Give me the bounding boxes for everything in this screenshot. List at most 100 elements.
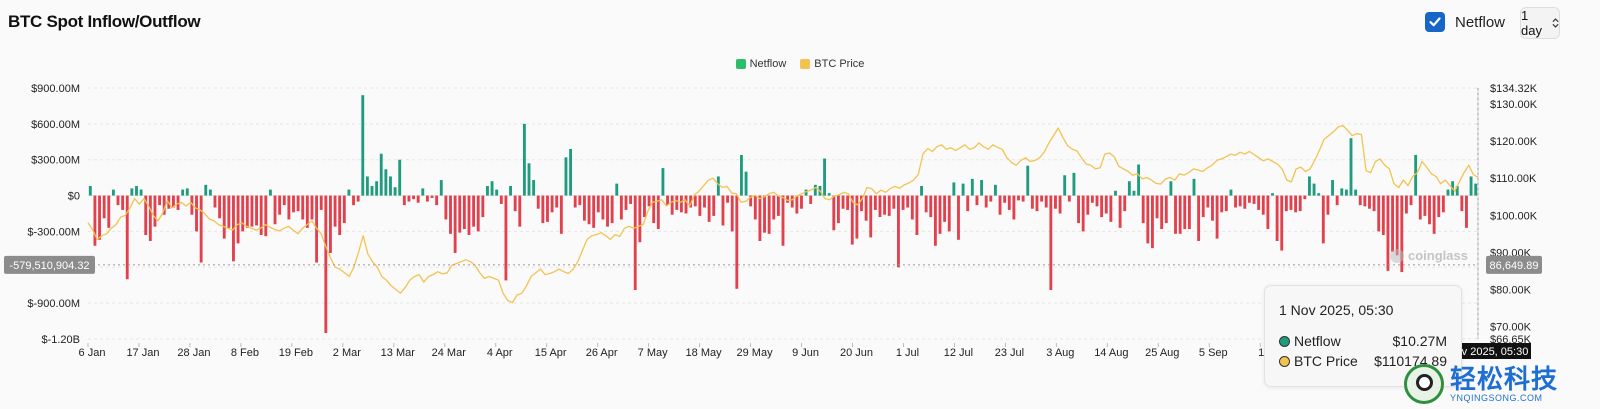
netflow-bar — [582, 195, 586, 221]
netflow-bar — [975, 195, 979, 206]
crosshair-date-label-bg — [1459, 343, 1531, 359]
netflow-bar — [389, 176, 392, 196]
netflow-bar — [527, 163, 531, 196]
netflow-bar — [1017, 195, 1020, 201]
coinglass-logo: coinglass — [1390, 248, 1468, 263]
netflow-bar — [1003, 195, 1007, 203]
netflow-bar — [144, 195, 148, 236]
netflow-bar — [333, 195, 337, 227]
netflow-bar — [938, 195, 942, 234]
netflow-bar — [869, 195, 873, 238]
netflow-bar — [518, 195, 522, 227]
legend-item-netflow[interactable]: Netflow — [735, 58, 787, 70]
netflow-bar — [1317, 193, 1321, 196]
netflow-bar — [684, 195, 688, 214]
netflow-bar — [546, 195, 549, 222]
netflow-toggle[interactable]: Netflow — [1425, 12, 1505, 32]
netflow-toggle-label: Netflow — [1455, 13, 1506, 31]
netflow-bar — [675, 195, 679, 210]
y-right-tick-label: $110.00K — [1490, 173, 1537, 185]
netflow-bar — [606, 195, 609, 227]
x-tick-label: 3 Aug — [1046, 347, 1074, 359]
netflow-bar — [772, 195, 776, 220]
netflow-bar — [490, 181, 494, 196]
netflow-bar — [1127, 181, 1131, 196]
netflow-bar — [296, 195, 300, 212]
x-tick-label: 1 Jul — [896, 347, 919, 359]
legend-item-btc-price[interactable]: BTC Price — [800, 58, 864, 70]
netflow-bar — [615, 183, 619, 196]
netflow-bar — [139, 189, 143, 196]
netflow-bar — [1469, 176, 1473, 196]
netflow-checkbox[interactable] — [1425, 12, 1445, 32]
netflow-bar — [476, 195, 480, 232]
x-tick-label: 20 Jun — [840, 347, 873, 359]
x-tick-label: 5 Sep — [1199, 347, 1228, 359]
netflow-bar — [721, 195, 725, 226]
netflow-bar — [1081, 195, 1085, 232]
netflow-bar — [555, 195, 559, 208]
netflow-bar — [1331, 180, 1334, 196]
netflow-bar — [1284, 195, 1288, 212]
netflow-bar — [910, 195, 914, 220]
netflow-bar — [573, 195, 577, 208]
netflow-bar — [832, 195, 836, 231]
netflow-bar — [287, 195, 291, 220]
netflow-bar — [148, 195, 152, 241]
netflow-bar — [125, 195, 129, 280]
netflow-bar — [347, 189, 351, 196]
netflow-bar — [278, 195, 282, 215]
netflow-bar — [1446, 189, 1450, 196]
netflow-bar — [1234, 195, 1237, 208]
x-tick-label: 13 Mar — [381, 347, 416, 359]
netflow-bar — [1040, 195, 1044, 202]
netflow-bar — [693, 195, 697, 207]
netflow-bar — [1238, 195, 1242, 207]
netflow-bar — [836, 195, 840, 224]
netflow-bar — [1164, 195, 1168, 224]
netflow-bar — [342, 195, 346, 224]
netflow-bar — [716, 176, 720, 196]
netflow-bar — [860, 195, 863, 212]
netflow-bar — [1123, 195, 1127, 212]
crosshair-right-label: 86,649.89 — [1490, 260, 1539, 272]
netflow-bar — [1197, 195, 1201, 241]
netflow-bar — [379, 153, 383, 196]
netflow-bar — [421, 188, 425, 196]
netflow-bar — [1211, 195, 1214, 221]
netflow-bar — [190, 195, 194, 215]
netflow-bar — [1067, 195, 1071, 202]
netflow-bar — [1187, 195, 1191, 230]
crosshair-left-label: -579,510,904.32 — [9, 260, 89, 272]
netflow-bar — [813, 184, 817, 196]
netflow-bar — [541, 195, 545, 224]
netflow-bar — [1391, 195, 1394, 252]
netflow-bar — [1247, 195, 1251, 203]
netflow-bar — [1086, 195, 1090, 215]
netflow-bar — [1100, 195, 1104, 218]
netflow-bar — [730, 195, 734, 232]
netflow-bar — [850, 195, 854, 245]
netflow-bar — [393, 187, 397, 196]
netflow-bar — [1114, 190, 1117, 196]
netflow-bar — [846, 195, 850, 210]
netflow-bar — [264, 195, 268, 237]
netflow-bar — [587, 195, 591, 225]
netflow-bar — [268, 189, 272, 196]
y-left-tick-label: $900.00M — [31, 83, 80, 95]
netflow-bar — [624, 195, 628, 210]
netflow-bar — [661, 168, 665, 196]
netflow-bar — [1058, 195, 1062, 214]
netflow-bar — [208, 189, 212, 196]
netflow-bar — [1465, 195, 1468, 228]
netflow-bar — [536, 195, 540, 209]
netflow-bar — [1368, 195, 1371, 209]
legend-label-netflow: Netflow — [749, 58, 787, 70]
netflow-bar — [111, 189, 115, 196]
netflow-bar — [1432, 195, 1436, 234]
netflow-bar — [679, 195, 683, 213]
netflow-bar — [596, 195, 600, 213]
netflow-bar — [338, 195, 342, 236]
interval-select[interactable]: 1 day — [1520, 7, 1560, 39]
